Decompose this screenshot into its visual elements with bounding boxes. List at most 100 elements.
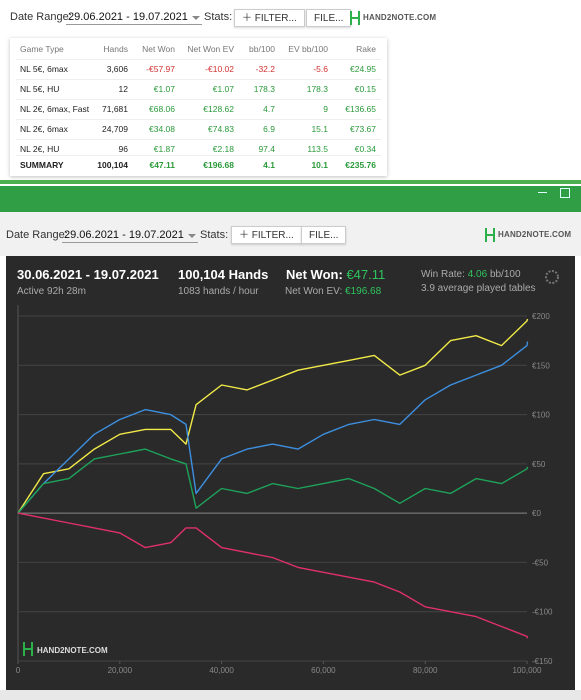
table-cell: €1.87 <box>153 144 175 154</box>
table-cell: €73.67 <box>350 124 376 134</box>
x-tick-label: 100,000 <box>513 666 542 675</box>
table-cell: €1.07 <box>153 84 175 94</box>
row-divider <box>16 99 381 100</box>
panel-bg <box>6 256 575 690</box>
logo-icon <box>23 642 33 656</box>
table-cell: 12 <box>118 84 128 94</box>
window-accent <box>0 180 581 184</box>
logo-text: HAND2NOTE.COM <box>363 13 437 23</box>
table-cell: Hands <box>103 44 128 54</box>
table-cell: 100,104 <box>97 160 128 170</box>
series-line <box>17 512 529 639</box>
date-label: Date Range: <box>10 11 72 23</box>
table-cell: 24,709 <box>102 124 128 134</box>
table-cell: €2.18 <box>212 144 234 154</box>
hands: 100,104 Hands <box>178 267 268 282</box>
table-cell: -€10.02 <box>205 64 234 74</box>
net-won: Net Won: €47.11 <box>286 267 385 282</box>
table-cell: 71,681 <box>102 104 128 114</box>
table-cell: €68.06 <box>149 104 175 114</box>
series-line <box>17 341 529 514</box>
maximize[interactable] <box>560 188 570 198</box>
logo-text: HAND2NOTE.COM <box>498 230 572 240</box>
table-cell: €0.34 <box>354 144 376 154</box>
filter-button[interactable]: ＋ FILTER... <box>231 226 302 244</box>
table-cell: 113.5 <box>307 144 328 154</box>
table-cell: NL 2€, 6max <box>20 124 68 134</box>
settings-icon[interactable] <box>545 270 559 284</box>
filter-button[interactable]: ＋ FILTER... <box>234 9 305 27</box>
table-cell: -5.6 <box>313 64 328 74</box>
table-cell: €0.15 <box>354 84 376 94</box>
table-cell: €196.68 <box>203 160 234 170</box>
x-tick-label: 0 <box>16 666 21 675</box>
row-divider <box>16 119 381 120</box>
table-cell: €47.11 <box>149 160 175 170</box>
table-cell: Net Won <box>142 44 175 54</box>
x-tick-label: 40,000 <box>209 666 234 675</box>
table-cell: -€57.97 <box>146 64 175 74</box>
table-cell: NL 2€, HU <box>20 144 60 154</box>
played-tables: 3.9 average played tables <box>421 283 536 294</box>
table-cell: Rake <box>356 44 376 54</box>
net-won-ev: Net Won EV: €196.68 <box>285 286 382 297</box>
period: 30.06.2021 - 19.07.2021 <box>17 267 159 282</box>
active-time: Active 92h 28m <box>17 286 86 297</box>
table-cell: €235.76 <box>345 160 376 170</box>
row-divider <box>16 139 381 140</box>
table-cell: 3,606 <box>106 64 128 74</box>
win-rate-unit: bb/100 <box>490 269 521 280</box>
table-cell: 4.1 <box>263 160 275 170</box>
net-won-value: €47.11 <box>346 267 385 282</box>
table-cell: €128.62 <box>203 104 234 114</box>
table-cell: 178.3 <box>253 84 275 94</box>
file-button[interactable]: FILE... <box>301 226 347 244</box>
x-tick-label: 60,000 <box>311 666 336 675</box>
minimize[interactable] <box>538 192 547 193</box>
table-cell: 178.3 <box>306 84 328 94</box>
table-cell: 15.1 <box>311 124 328 134</box>
table-cell: 10.1 <box>311 160 328 170</box>
table-cell: €24.95 <box>350 64 376 74</box>
stats-label: Stats: <box>204 11 233 23</box>
win-rate: Win Rate: 4.06 bb/100 <box>421 269 521 280</box>
y-tick-label: €150 <box>532 361 550 370</box>
x-tick-label: 80,000 <box>413 666 438 675</box>
win-rate-value: 4.06 <box>468 269 488 280</box>
table-cell: €74.83 <box>208 124 234 134</box>
table-cell: NL 5€, 6max <box>20 64 68 74</box>
series-line <box>17 318 529 514</box>
table-cell: Net Won EV <box>187 44 234 54</box>
y-tick-label: €50 <box>532 460 546 469</box>
row-divider <box>16 79 381 80</box>
table-cell: €34.08 <box>149 124 175 134</box>
series-line <box>17 448 529 514</box>
net-won-ev-value: €196.68 <box>345 286 382 297</box>
stats-table: Game Type Hands Net Won Net Won EV bb/100 EV … <box>10 38 387 176</box>
table-cell: €136.65 <box>345 104 376 114</box>
table-cell: NL 5€, HU <box>20 84 60 94</box>
y-tick-label: €0 <box>532 509 541 518</box>
filter-text: FILTER... <box>254 13 297 24</box>
y-tick-label: €200 <box>532 312 550 321</box>
logo-text: HAND2NOTE.COM <box>37 646 108 655</box>
y-tick-label: €100 <box>532 411 550 420</box>
date-range-input[interactable]: 29.06.2021 - 19.07.2021 <box>62 229 198 243</box>
table-cell: €1.07 <box>212 84 234 94</box>
table-cell: NL 2€, 6max, Fast <box>20 104 90 114</box>
table-cell: 6.9 <box>263 124 275 134</box>
table-cell: 97.4 <box>258 144 275 154</box>
table-cell: Game Type <box>20 44 64 54</box>
stats-label: Stats: <box>200 229 229 241</box>
file-button[interactable]: FILE... <box>306 9 352 27</box>
table-cell: -32.2 <box>255 64 275 74</box>
date-range-input[interactable]: 29.06.2021 - 19.07.2021 <box>66 11 202 25</box>
table-cell: 9 <box>323 104 328 114</box>
win-rate-label: Win Rate: <box>421 269 465 280</box>
row-divider <box>16 155 381 156</box>
logo: HAND2NOTE.COM <box>485 228 571 242</box>
watermark: HAND2NOTE.COM <box>23 642 108 656</box>
window-titlebar <box>0 186 581 212</box>
